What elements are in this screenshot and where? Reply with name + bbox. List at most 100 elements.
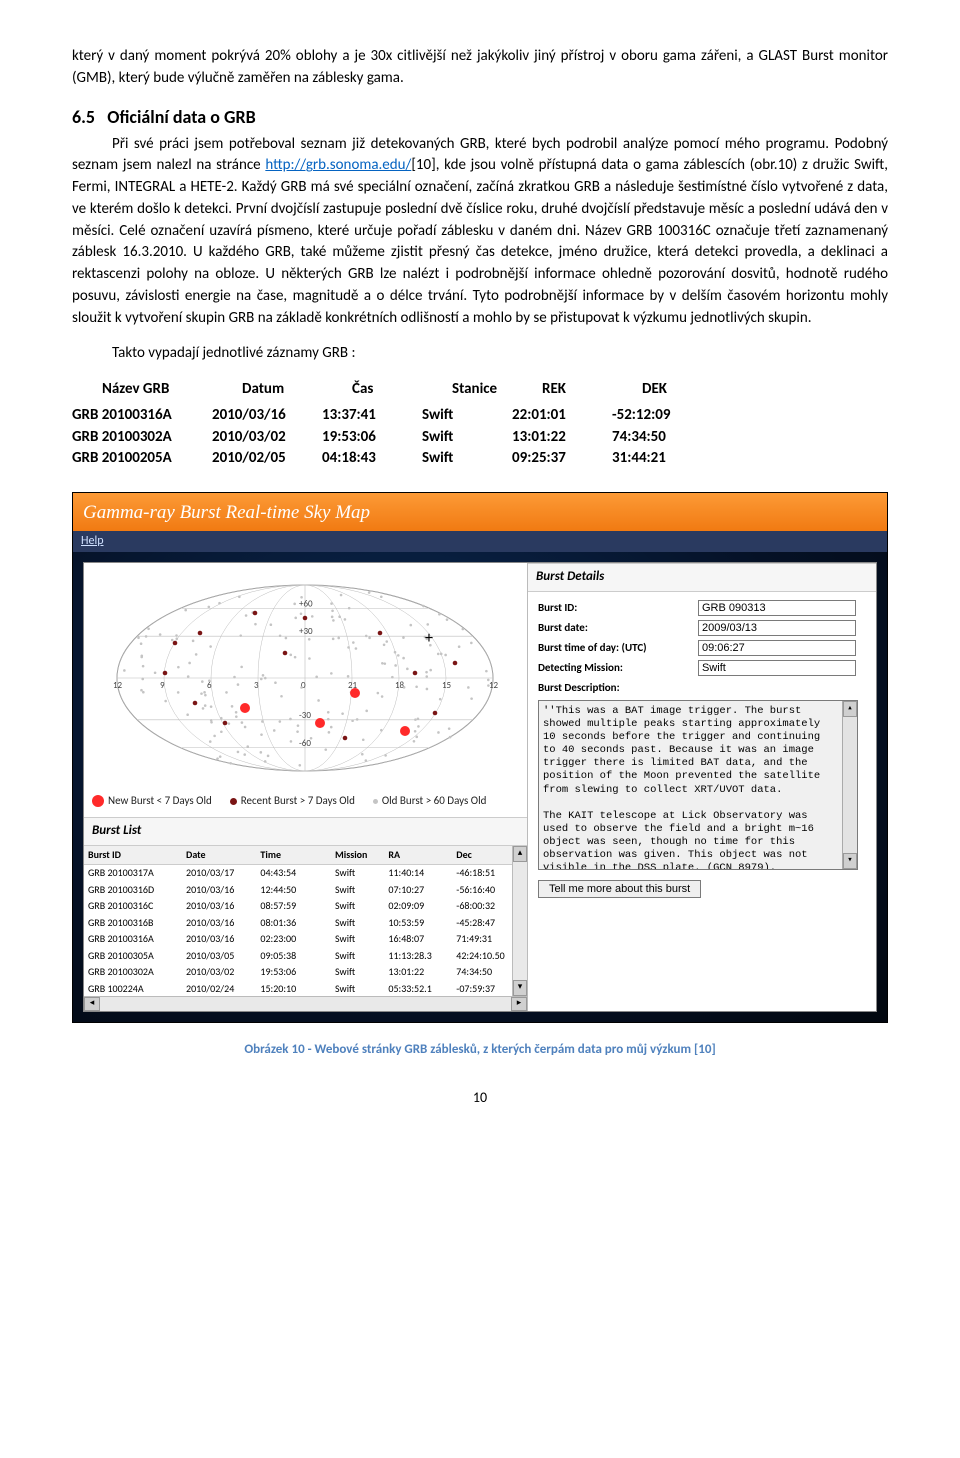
scroll-left-icon[interactable]: ◂ bbox=[84, 997, 100, 1011]
burst-list-cell: GRB 20100316A bbox=[84, 931, 182, 948]
burst-list-cell: Swift bbox=[331, 882, 384, 899]
legend-item-new: New Burst < 7 Days Old bbox=[92, 793, 212, 809]
burst-list-cell: 2010/03/16 bbox=[182, 882, 256, 899]
field-burst-id[interactable] bbox=[698, 600, 856, 616]
burst-list-row[interactable]: GRB 20100316D2010/03/1612:44:50Swift07:1… bbox=[84, 882, 527, 899]
description-box[interactable]: ''This was a BAT image trigger. The burs… bbox=[538, 700, 858, 870]
burst-list-cell: GRB 20100317A bbox=[84, 865, 182, 882]
burst-list-row[interactable]: GRB 20100316B2010/03/1608:01:36Swift10:5… bbox=[84, 915, 527, 932]
burst-list-header: Date bbox=[182, 846, 256, 865]
legend-item-recent: Recent Burst > 7 Days Old bbox=[230, 793, 355, 809]
records-header-cell: Datum bbox=[242, 379, 352, 401]
burst-list-header: Time bbox=[256, 846, 331, 865]
burst-list-cell: GRB 20100316B bbox=[84, 915, 182, 932]
svg-text:15: 15 bbox=[442, 680, 452, 691]
records-cell: 2010/03/02 bbox=[212, 427, 322, 449]
burst-list-cell: 04:43:54 bbox=[256, 865, 331, 882]
svg-text:0: 0 bbox=[301, 680, 306, 691]
burst-list-cell: 2010/02/24 bbox=[182, 981, 256, 996]
burst-list-cell: 2010/03/16 bbox=[182, 931, 256, 948]
legend-label: Old Burst > 60 Days Old bbox=[382, 794, 487, 807]
scroll-up-icon[interactable]: ▴ bbox=[843, 701, 857, 717]
scroll-up-icon[interactable]: ▴ bbox=[513, 846, 527, 862]
scroll-down-icon[interactable]: ▾ bbox=[843, 853, 857, 869]
legend-swatch-icon bbox=[230, 798, 237, 805]
records-cell: 04:18:43 bbox=[322, 448, 422, 470]
svg-text:12: 12 bbox=[113, 680, 123, 691]
svg-text:12: 12 bbox=[489, 680, 499, 691]
burst-list-row[interactable]: GRB 20100302A2010/03/0219:53:06Swift13:0… bbox=[84, 964, 527, 981]
burst-list-cell: 11:13:28.3 bbox=[384, 948, 452, 965]
burst-list-cell: 2010/03/16 bbox=[182, 915, 256, 932]
field-label-id: Burst ID: bbox=[538, 600, 698, 616]
map-legend: New Burst < 7 Days Old Recent Burst > 7 D… bbox=[84, 789, 527, 817]
records-header-cell: Název GRB bbox=[72, 379, 242, 401]
burst-list-cell: GRB 20100302A bbox=[84, 964, 182, 981]
burst-list-cell: 10:53:59 bbox=[384, 915, 452, 932]
burst-list-cell: 02:09:09 bbox=[384, 898, 452, 915]
burst-list-cell: 12:44:50 bbox=[256, 882, 331, 899]
help-menu[interactable]: Help bbox=[81, 534, 104, 548]
records-cell: -52:12:09 bbox=[612, 405, 712, 427]
burst-list-cell: GRB 20100305A bbox=[84, 948, 182, 965]
description-text: ''This was a BAT image trigger. The burs… bbox=[543, 705, 853, 870]
burst-list-cell: 2010/03/02 bbox=[182, 964, 256, 981]
records-cell: Swift bbox=[422, 427, 512, 449]
burst-list: Burst IDDateTimeMissionRADecGRB 20100317… bbox=[84, 846, 527, 996]
burst-list-header: Mission bbox=[331, 846, 384, 865]
records-cell: Swift bbox=[422, 448, 512, 470]
burst-list-row[interactable]: GRB 20100316A2010/03/1602:23:00Swift16:4… bbox=[84, 931, 527, 948]
burst-list-cell: Swift bbox=[331, 981, 384, 996]
burst-list-cell: 2010/03/16 bbox=[182, 898, 256, 915]
svg-text:+: + bbox=[425, 629, 433, 648]
legend-label: New Burst < 7 Days Old bbox=[108, 794, 212, 807]
field-mission[interactable] bbox=[698, 660, 856, 676]
legend-swatch-icon bbox=[92, 795, 104, 807]
field-burst-date[interactable] bbox=[698, 620, 856, 636]
svg-text:-30: -30 bbox=[299, 710, 311, 721]
records-header-cell: Čas bbox=[352, 379, 452, 401]
svg-text:18: 18 bbox=[395, 680, 405, 691]
records-row: GRB 20100316A2010/03/1613:37:41Swift22:0… bbox=[72, 405, 888, 427]
tell-me-more-button[interactable]: Tell me more about this burst bbox=[538, 880, 701, 898]
records-header-cell: Stanice bbox=[452, 379, 542, 401]
burst-list-cell: Swift bbox=[331, 964, 384, 981]
burst-list-row[interactable]: GRB 100224A2010/02/2415:20:10Swift05:33:… bbox=[84, 981, 527, 996]
horizontal-scrollbar[interactable]: ◂ ▸ bbox=[84, 996, 527, 1011]
legend-label: Recent Burst > 7 Days Old bbox=[241, 794, 355, 807]
scroll-right-icon[interactable]: ▸ bbox=[511, 997, 527, 1011]
screenshot-figure: Gamma-ray Burst Real-time Sky Map Help +… bbox=[72, 492, 888, 1023]
records-cell: 13:37:41 bbox=[322, 405, 422, 427]
burst-list-row[interactable]: GRB 20100317A2010/03/1704:43:54Swift11:4… bbox=[84, 865, 527, 882]
scroll-down-icon[interactable]: ▾ bbox=[513, 980, 527, 996]
records-cell: GRB 20100316A bbox=[72, 405, 212, 427]
burst-list-cell: GRB 20100316C bbox=[84, 898, 182, 915]
burst-list-cell: Swift bbox=[331, 948, 384, 965]
source-link[interactable]: http://grb.sonoma.edu/ bbox=[265, 156, 411, 174]
burst-list-row[interactable]: GRB 20100305A2010/03/0509:05:38Swift11:1… bbox=[84, 948, 527, 965]
burst-list-cell: Swift bbox=[331, 931, 384, 948]
para2-b: [10], kde jsou volně přístupná data o ga… bbox=[72, 156, 888, 326]
burst-list-cell: 16:48:07 bbox=[384, 931, 452, 948]
legend-item-old: Old Burst > 60 Days Old bbox=[373, 793, 487, 809]
field-label-desc: Burst Description: bbox=[538, 680, 698, 696]
field-burst-time[interactable] bbox=[698, 640, 856, 656]
burst-list-cell: 07:10:27 bbox=[384, 882, 452, 899]
records-block: Název GRBDatumČasStaniceREKDEKGRB 201003… bbox=[72, 379, 888, 470]
burst-list-cell: Swift bbox=[331, 898, 384, 915]
records-cell: GRB 20100205A bbox=[72, 448, 212, 470]
paragraph-intro: který v daný moment pokrývá 20% oblohy a… bbox=[72, 46, 888, 90]
svg-text:9: 9 bbox=[160, 680, 165, 691]
burst-list-cell: 2010/03/05 bbox=[182, 948, 256, 965]
burst-list-row[interactable]: GRB 20100316C2010/03/1608:57:59Swift02:0… bbox=[84, 898, 527, 915]
vertical-scrollbar[interactable]: ▴ ▾ bbox=[512, 846, 527, 996]
burst-list-cell: 08:01:36 bbox=[256, 915, 331, 932]
records-cell: GRB 20100302A bbox=[72, 427, 212, 449]
page-number: 10 bbox=[72, 1088, 888, 1108]
burst-list-cell: GRB 100224A bbox=[84, 981, 182, 996]
burst-details-title: Burst Details bbox=[528, 563, 876, 592]
records-header-cell: REK bbox=[542, 379, 642, 401]
records-cell: 74:34:50 bbox=[612, 427, 712, 449]
desc-scrollbar[interactable]: ▴ ▾ bbox=[842, 701, 857, 869]
records-cell: 13:01:22 bbox=[512, 427, 612, 449]
